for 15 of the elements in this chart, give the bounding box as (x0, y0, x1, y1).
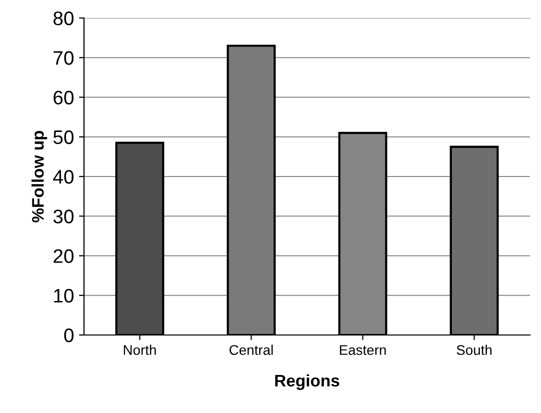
y-tick-label: 0 (64, 328, 74, 342)
x-tick-label: Eastern (340, 345, 386, 355)
y-tick-label: 70 (54, 51, 74, 65)
y-tick-label: 30 (53, 210, 74, 224)
y-tick-label: 20 (54, 249, 74, 263)
y-tick-label: 50 (53, 130, 74, 144)
x-axis-title: Regions (275, 374, 340, 390)
y-tick-label: 80 (53, 11, 74, 26)
x-tick-label: Central (230, 344, 273, 355)
x-tick-label: South (456, 344, 492, 355)
y-tick-label: 40 (53, 170, 74, 184)
y-axis-title: %Follow up (32, 130, 48, 222)
x-tick-label: North (124, 344, 156, 355)
y-tick-label: 10 (54, 288, 74, 303)
y-tick-label: 60 (54, 90, 74, 104)
